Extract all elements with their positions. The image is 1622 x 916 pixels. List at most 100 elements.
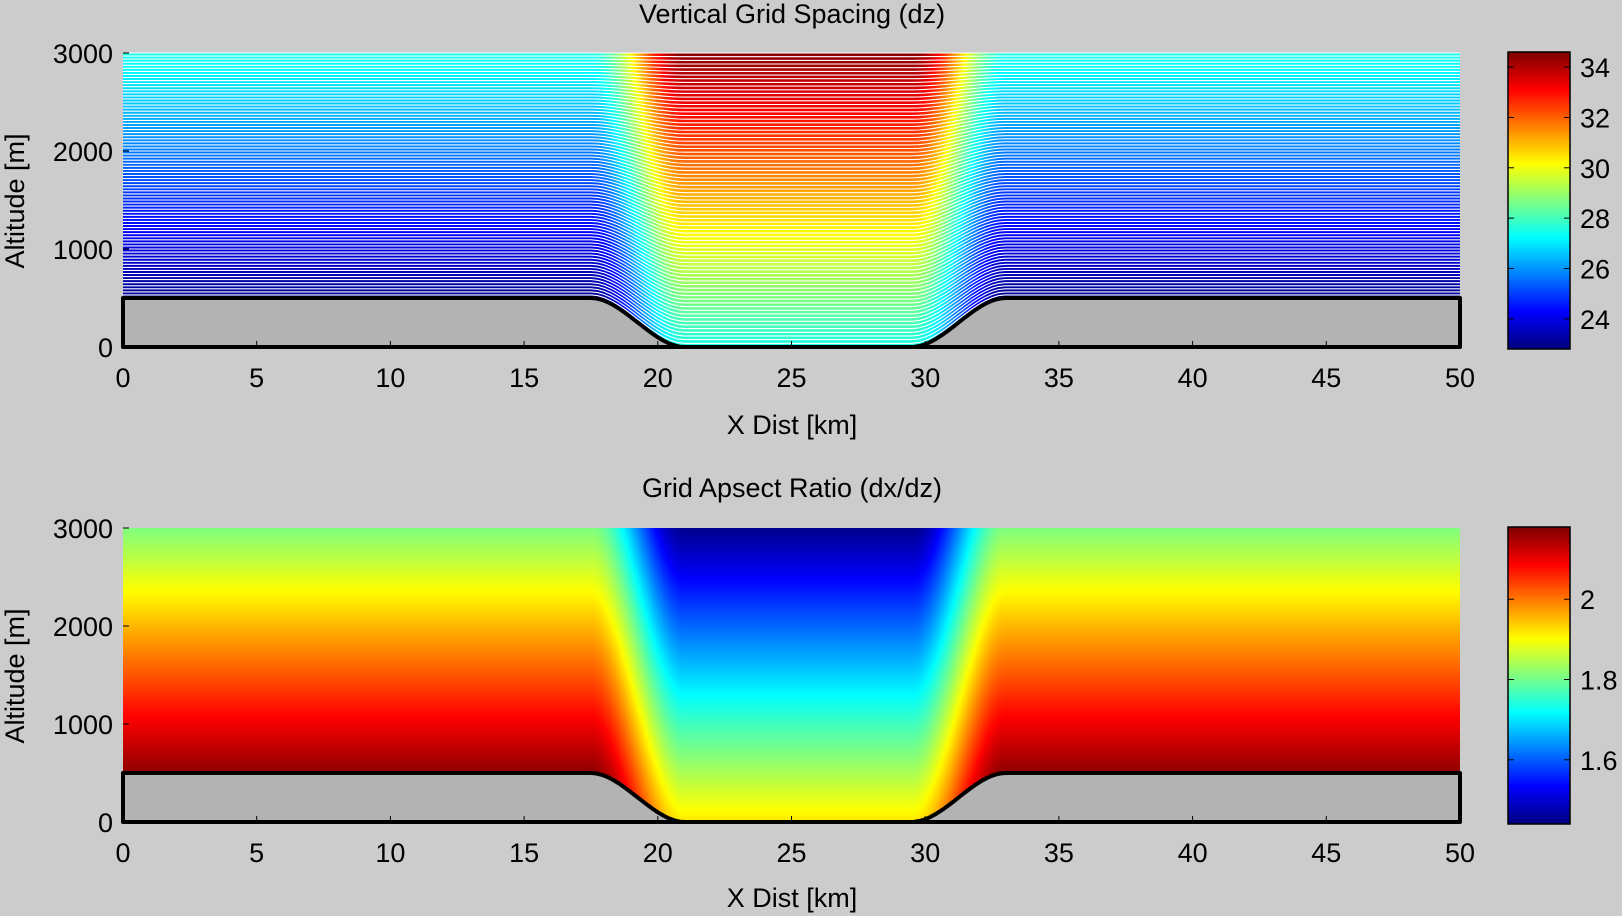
grid-line — [123, 165, 1460, 190]
terrain-aspect — [121, 771, 1462, 824]
colorbar-tick-label: 34 — [1580, 53, 1610, 83]
grid-line — [123, 138, 1460, 157]
x-tick-label: 20 — [643, 838, 673, 868]
grid-line — [123, 266, 1460, 311]
x-tick-label: 40 — [1178, 363, 1208, 393]
x-tick-label: 0 — [115, 363, 130, 393]
grid-line — [123, 196, 1460, 227]
grid-line — [123, 187, 1460, 216]
grid-line — [123, 227, 1460, 264]
grid-line — [123, 217, 1460, 252]
grid-line — [123, 104, 1460, 117]
grid-line — [123, 263, 1460, 308]
grid-line — [123, 132, 1460, 150]
colorbar-tick-label: 30 — [1580, 154, 1610, 184]
grid-line — [123, 190, 1460, 219]
colorbar-tick-label: 28 — [1580, 204, 1610, 234]
x-tick-label: 40 — [1178, 838, 1208, 868]
grid-line — [123, 73, 1460, 80]
grid-line — [123, 135, 1460, 153]
grid-line — [123, 269, 1460, 315]
x-tick-label: 20 — [643, 363, 673, 393]
colorbar-frame-dz — [1507, 51, 1571, 350]
y-axis-label-dz: Altitude [m] — [0, 133, 30, 268]
terrain-dz — [121, 296, 1462, 349]
x-tick-label: 35 — [1044, 838, 1074, 868]
grid-line — [123, 193, 1460, 223]
grid-line — [123, 171, 1460, 197]
grid-line — [123, 153, 1460, 175]
grid-line — [123, 260, 1460, 304]
grid-line — [123, 156, 1460, 179]
x-tick-label: 10 — [375, 363, 405, 393]
grid-line — [123, 144, 1460, 164]
grid-line — [123, 254, 1460, 297]
grid-line — [123, 251, 1460, 293]
colorbar-aspect: 1.6 1.8 2 — [1507, 526, 1618, 825]
grid-line — [123, 119, 1460, 135]
grid-line — [123, 181, 1460, 208]
x-tick-label: 25 — [776, 838, 806, 868]
x-tick-label: 5 — [249, 363, 264, 393]
plot-area-aspect — [121, 528, 1462, 824]
grid-line — [123, 257, 1460, 300]
grid-line — [123, 61, 1460, 65]
grid-line — [123, 116, 1460, 131]
grid-line — [123, 113, 1460, 128]
colorbar-ticks-dz: 24 26 28 30 32 34 — [1508, 53, 1610, 335]
y-axis-label-aspect: Altitude [m] — [0, 608, 30, 743]
grid-line — [123, 129, 1460, 146]
x-ticks-dz: 0 5 10 15 20 25 30 35 40 45 50 — [115, 341, 1475, 393]
grid-line — [123, 233, 1460, 271]
colorbar-gradient-dz — [1508, 52, 1570, 349]
grid-line — [123, 95, 1460, 106]
x-tick-label: 45 — [1311, 838, 1341, 868]
grid-line — [123, 245, 1460, 286]
grid-line — [123, 70, 1460, 76]
x-ticks-aspect: 0 5 10 15 20 25 30 35 40 45 50 — [115, 816, 1475, 868]
grid-line — [123, 208, 1460, 241]
grid-line — [123, 202, 1460, 234]
x-tick-label: 50 — [1445, 363, 1475, 393]
x-axis-label-dz: X Dist [km] — [727, 410, 858, 440]
grid-line — [123, 92, 1460, 102]
x-tick-label: 15 — [509, 838, 539, 868]
grid-line — [123, 199, 1460, 230]
grid-line — [123, 101, 1460, 113]
grid-line — [123, 211, 1460, 245]
colorbar-tick-label: 32 — [1580, 103, 1610, 133]
chart-title-dz: Vertical Grid Spacing (dz) — [639, 0, 945, 29]
y-tick-label: 3000 — [53, 514, 113, 544]
colorbar-tick-label: 1.8 — [1580, 666, 1618, 696]
colorbar-tick-label: 1.6 — [1580, 746, 1618, 776]
y-ticks-aspect: 0 1000 2000 3000 — [53, 514, 129, 838]
grid-line — [123, 214, 1460, 249]
colorbar-gradient-aspect — [1508, 527, 1570, 824]
grid-line — [123, 83, 1460, 91]
grid-line — [123, 288, 1460, 337]
grid-line — [123, 248, 1460, 289]
x-tick-label: 25 — [776, 363, 806, 393]
x-tick-label: 45 — [1311, 363, 1341, 393]
y-tick-label: 1000 — [53, 710, 113, 740]
colorbar-tick-label: 26 — [1580, 254, 1610, 284]
grid-line — [123, 159, 1460, 183]
grid-line — [123, 98, 1460, 109]
grid-line — [123, 86, 1460, 94]
grid-line — [123, 276, 1460, 322]
colorbar-ticks-aspect: 1.6 1.8 2 — [1508, 585, 1618, 776]
y-tick-label: 0 — [98, 808, 113, 838]
x-tick-label: 5 — [249, 838, 264, 868]
grid-line — [123, 242, 1460, 282]
y-tick-label: 1000 — [53, 235, 113, 265]
grid-line — [123, 230, 1460, 267]
grid-line — [123, 58, 1460, 61]
grid-line — [123, 107, 1460, 120]
grid-line — [123, 184, 1460, 212]
colorbar-frame-aspect — [1507, 526, 1571, 825]
y-ticks-dz: 0 1000 2000 3000 — [53, 39, 129, 363]
grid-line — [123, 178, 1460, 205]
grid-line — [123, 125, 1460, 142]
colorbar-tick-label: 2 — [1580, 585, 1595, 615]
